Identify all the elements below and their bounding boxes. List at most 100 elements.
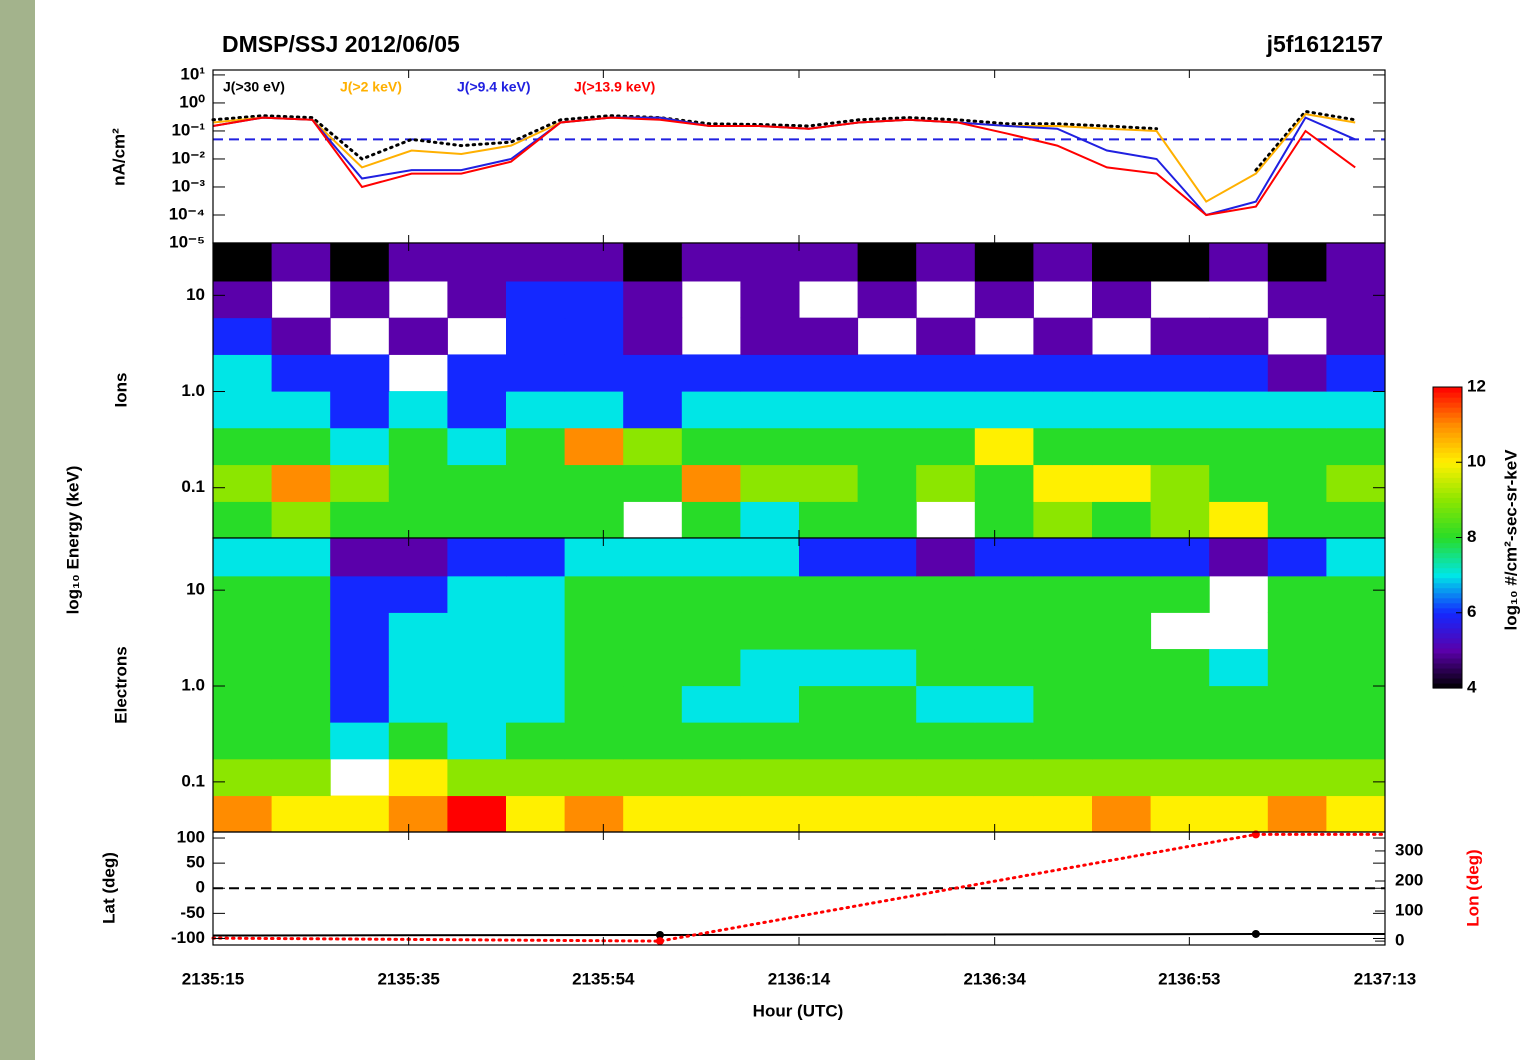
cell: [1209, 243, 1269, 282]
cell: [623, 427, 683, 466]
y-tick-label: 10⁻⁴: [169, 204, 205, 223]
x-tick-label: 2136:14: [768, 969, 831, 988]
cell: [857, 795, 917, 833]
cell: [1092, 427, 1152, 466]
colorbar-step: [1433, 402, 1462, 408]
cell: [740, 427, 800, 466]
cell: [271, 612, 331, 650]
cell: [974, 501, 1034, 539]
colorbar-step: [1433, 637, 1462, 644]
cell: [974, 427, 1034, 466]
cell: [1092, 685, 1152, 723]
cell: [330, 391, 390, 429]
cell: [447, 501, 507, 539]
cell: [740, 354, 800, 392]
cell: [1326, 685, 1386, 723]
cell: [1326, 538, 1386, 577]
cell: [388, 243, 448, 282]
cell: [1209, 354, 1269, 392]
cell: [916, 612, 976, 650]
cell: [564, 575, 624, 613]
colorbar-step: [1433, 482, 1462, 488]
colorbar-step: [1433, 397, 1462, 403]
colorbar-step: [1433, 642, 1462, 649]
cell: [857, 758, 917, 797]
cell: [271, 722, 331, 760]
colorbar-step: [1433, 537, 1462, 544]
cell: [388, 575, 448, 613]
colorbar-step: [1433, 597, 1462, 604]
colorbar-step: [1433, 602, 1462, 609]
cell: [1326, 243, 1386, 282]
cell: [388, 685, 448, 723]
cell: [974, 243, 1034, 282]
cell: [1092, 612, 1152, 650]
cell: [740, 795, 800, 833]
cell: [1092, 795, 1152, 833]
cell: [1033, 354, 1093, 392]
cell: [974, 612, 1034, 650]
cell: [564, 427, 624, 466]
y-tick-label: 10⁻¹: [171, 120, 205, 139]
cell: [799, 427, 859, 466]
cell: [1150, 795, 1210, 833]
cell: [1150, 354, 1210, 392]
colorbar-step: [1433, 427, 1462, 433]
cell: [388, 501, 448, 539]
cell: [974, 575, 1034, 613]
cell: [271, 317, 331, 355]
x-tick-label: 2135:15: [182, 969, 244, 988]
colorbar-tick-label: 10: [1467, 452, 1486, 471]
colorbar-tick-label: 12: [1467, 376, 1486, 395]
cell: [799, 612, 859, 650]
cell: [330, 501, 390, 539]
cell: [1326, 758, 1386, 797]
cell: [1326, 354, 1386, 392]
cell: [1150, 575, 1210, 613]
cell: [1209, 501, 1269, 539]
cell: [388, 612, 448, 650]
cell: [447, 391, 507, 429]
cell: [1033, 575, 1093, 613]
cell: [740, 317, 800, 355]
cell: [1209, 427, 1269, 466]
cell: [447, 795, 507, 833]
cell: [447, 649, 507, 687]
colorbar-step: [1433, 627, 1462, 634]
cell: [799, 501, 859, 539]
cell: [916, 685, 976, 723]
cell: [1150, 758, 1210, 797]
cell: [1150, 464, 1210, 502]
cell: [974, 354, 1034, 392]
colorbar-step: [1433, 422, 1462, 428]
cell: [681, 722, 741, 760]
cell: [447, 243, 507, 282]
cell: [623, 538, 683, 577]
cell: [1092, 722, 1152, 760]
cell: [1209, 649, 1269, 687]
cell: [1326, 317, 1386, 355]
cell: [1267, 427, 1327, 466]
colorbar-label: log₁₀ #/cm²-sec-sr-keV: [1501, 449, 1520, 631]
colorbar-step: [1433, 507, 1462, 514]
cell: [1092, 575, 1152, 613]
cell: [1092, 280, 1152, 319]
cell: [740, 464, 800, 502]
colorbar-step: [1433, 502, 1462, 508]
cell: [388, 427, 448, 466]
cell: [623, 317, 683, 355]
colorbar-step: [1433, 577, 1462, 584]
cell: [799, 391, 859, 429]
legend-label: J(>9.4 keV): [457, 79, 531, 95]
cell: [1326, 280, 1386, 319]
y-tick-label: -50: [180, 903, 205, 922]
cell: [740, 280, 800, 319]
colorbar-step: [1433, 497, 1462, 503]
cell: [447, 575, 507, 613]
cell: [857, 538, 917, 577]
cell: [506, 464, 566, 502]
cell: [271, 391, 331, 429]
cell: [1033, 795, 1093, 833]
cell: [1267, 280, 1327, 319]
y-label: Ions: [111, 373, 130, 408]
